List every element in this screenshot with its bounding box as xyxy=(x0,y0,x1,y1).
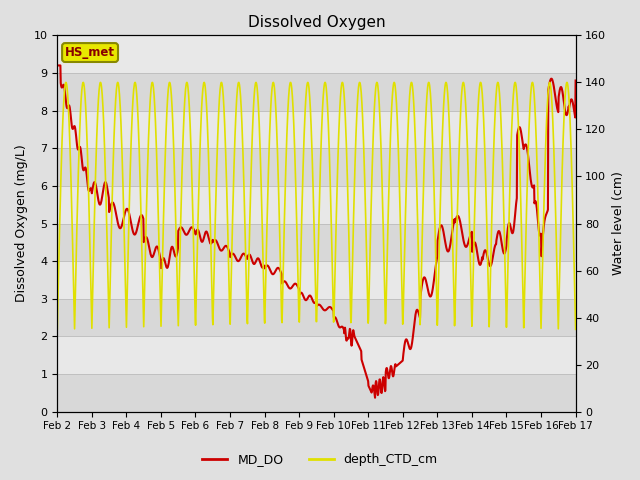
Bar xyxy=(57,36,575,73)
Text: HS_met: HS_met xyxy=(65,46,115,59)
Legend: MD_DO, depth_CTD_cm: MD_DO, depth_CTD_cm xyxy=(197,448,443,471)
Bar xyxy=(57,186,575,224)
Bar xyxy=(57,73,575,110)
Bar xyxy=(57,299,575,336)
Bar xyxy=(57,110,575,148)
Title: Dissolved Oxygen: Dissolved Oxygen xyxy=(248,15,385,30)
Y-axis label: Water level (cm): Water level (cm) xyxy=(612,171,625,276)
Bar xyxy=(57,336,575,374)
Y-axis label: Dissolved Oxygen (mg/L): Dissolved Oxygen (mg/L) xyxy=(15,144,28,302)
Bar xyxy=(57,374,575,412)
Bar xyxy=(57,148,575,186)
Bar xyxy=(57,224,575,261)
Bar xyxy=(57,261,575,299)
